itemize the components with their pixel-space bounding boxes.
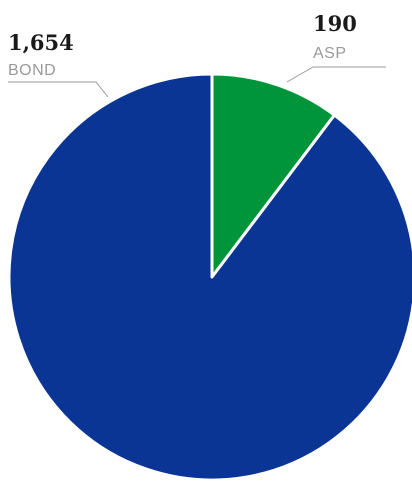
bond-leader-line	[8, 81, 109, 98]
pie-slice-asp	[210, 72, 336, 279]
bond-value-label: 1,654	[8, 30, 74, 55]
asp-category-label: ASP	[313, 45, 347, 62]
bond-category-label: BOND	[8, 62, 56, 79]
asp-leader-line	[286, 66, 386, 83]
pie-slice-bond	[7, 72, 412, 481]
asp-value-label: 190	[313, 11, 357, 36]
pie-slices	[7, 72, 412, 481]
